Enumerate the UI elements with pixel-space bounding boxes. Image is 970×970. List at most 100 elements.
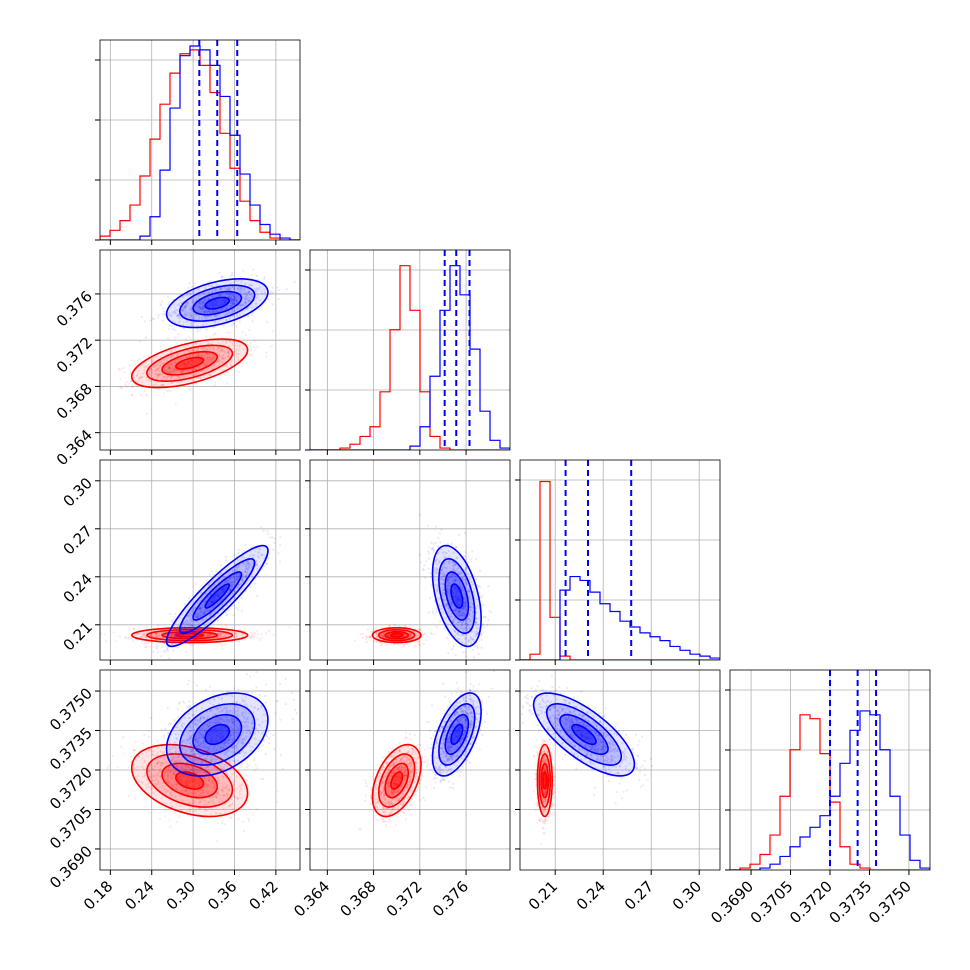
sample-point <box>201 304 205 307</box>
sample-point <box>208 633 212 637</box>
sample-point <box>156 368 160 371</box>
sample-point <box>211 309 214 312</box>
sample-point <box>161 319 164 322</box>
sample-point <box>245 297 248 300</box>
sample-point <box>213 364 217 367</box>
sample-point <box>173 634 176 637</box>
sample-point <box>157 645 160 648</box>
sample-point <box>189 324 193 327</box>
sample-point <box>208 355 212 359</box>
sample-point <box>256 287 259 290</box>
sample-point <box>222 349 225 352</box>
sample-point <box>229 297 233 300</box>
sample-point <box>232 614 235 617</box>
sample-point <box>429 632 432 635</box>
sample-point <box>172 354 175 357</box>
sample-point <box>205 357 208 360</box>
sample-point <box>219 318 222 322</box>
sample-point <box>189 363 192 366</box>
sample-point <box>168 369 172 372</box>
sample-point <box>196 361 199 364</box>
sample-point <box>163 369 166 372</box>
sample-point <box>220 632 223 635</box>
sample-point <box>124 381 127 384</box>
sample-point <box>119 377 122 381</box>
sample-point <box>181 296 185 299</box>
y-tick-label: 0.21 <box>60 618 96 654</box>
sample-point <box>232 297 235 300</box>
sample-point <box>158 364 162 367</box>
sample-point <box>210 570 213 574</box>
sample-point <box>162 358 166 362</box>
sample-point <box>272 633 275 636</box>
sample-point <box>173 368 176 371</box>
sample-point <box>243 287 246 290</box>
sample-point <box>157 372 160 376</box>
panel-frame <box>309 249 511 451</box>
sample-point <box>124 637 127 640</box>
sample-point <box>228 317 231 320</box>
sample-point <box>176 354 179 357</box>
sample-point <box>152 384 155 387</box>
sample-point <box>187 365 191 368</box>
sample-point <box>208 374 211 377</box>
sample-point <box>258 287 261 290</box>
sample-point <box>255 305 258 308</box>
sample-point <box>364 638 368 641</box>
sample-point <box>218 632 221 635</box>
sample-point <box>235 299 238 302</box>
sample-point <box>434 525 437 528</box>
sample-point <box>232 295 235 298</box>
sample-point <box>201 308 204 311</box>
sample-point <box>239 290 242 293</box>
sample-point <box>145 394 148 397</box>
sample-point <box>205 352 208 355</box>
sample-point <box>225 288 228 291</box>
sample-point <box>238 371 241 374</box>
sample-point <box>232 298 235 301</box>
sample-point <box>171 633 175 636</box>
sample-point <box>153 370 156 373</box>
sample-point <box>199 307 202 310</box>
sample-point <box>164 370 167 373</box>
sample-point <box>218 287 221 290</box>
sample-point <box>139 393 143 396</box>
sample-point <box>209 634 212 637</box>
sample-point <box>222 298 225 301</box>
sample-point <box>419 560 422 564</box>
sample-point <box>207 309 210 313</box>
sample-point <box>168 324 171 327</box>
sample-point <box>265 632 268 635</box>
sample-point <box>202 305 205 308</box>
sample-point <box>194 309 198 312</box>
sample-point <box>256 288 260 291</box>
sample-point <box>207 342 210 345</box>
sample-point <box>212 304 215 307</box>
sample-point <box>205 335 208 339</box>
sample-point <box>138 376 141 380</box>
sample-point <box>149 633 152 636</box>
sample-point <box>208 573 212 576</box>
sample-point <box>149 368 152 371</box>
sample-point <box>184 363 187 366</box>
sample-point <box>361 636 364 639</box>
sample-point <box>225 365 228 368</box>
sample-point <box>145 393 148 396</box>
sample-point <box>262 278 266 281</box>
sample-point <box>204 316 207 319</box>
sample-point <box>227 351 230 354</box>
sample-point <box>219 287 222 290</box>
sample-point <box>177 357 181 361</box>
contour-level <box>175 356 205 370</box>
sample-point <box>142 372 145 375</box>
sample-point <box>206 310 210 313</box>
sample-point <box>226 351 229 354</box>
sample-point <box>179 317 182 320</box>
sample-point <box>154 632 157 635</box>
sample-point <box>169 634 172 638</box>
sample-point <box>169 362 172 365</box>
sample-point <box>177 317 180 320</box>
sample-point <box>128 632 131 636</box>
sample-point <box>202 369 206 372</box>
sample-point <box>244 301 247 304</box>
